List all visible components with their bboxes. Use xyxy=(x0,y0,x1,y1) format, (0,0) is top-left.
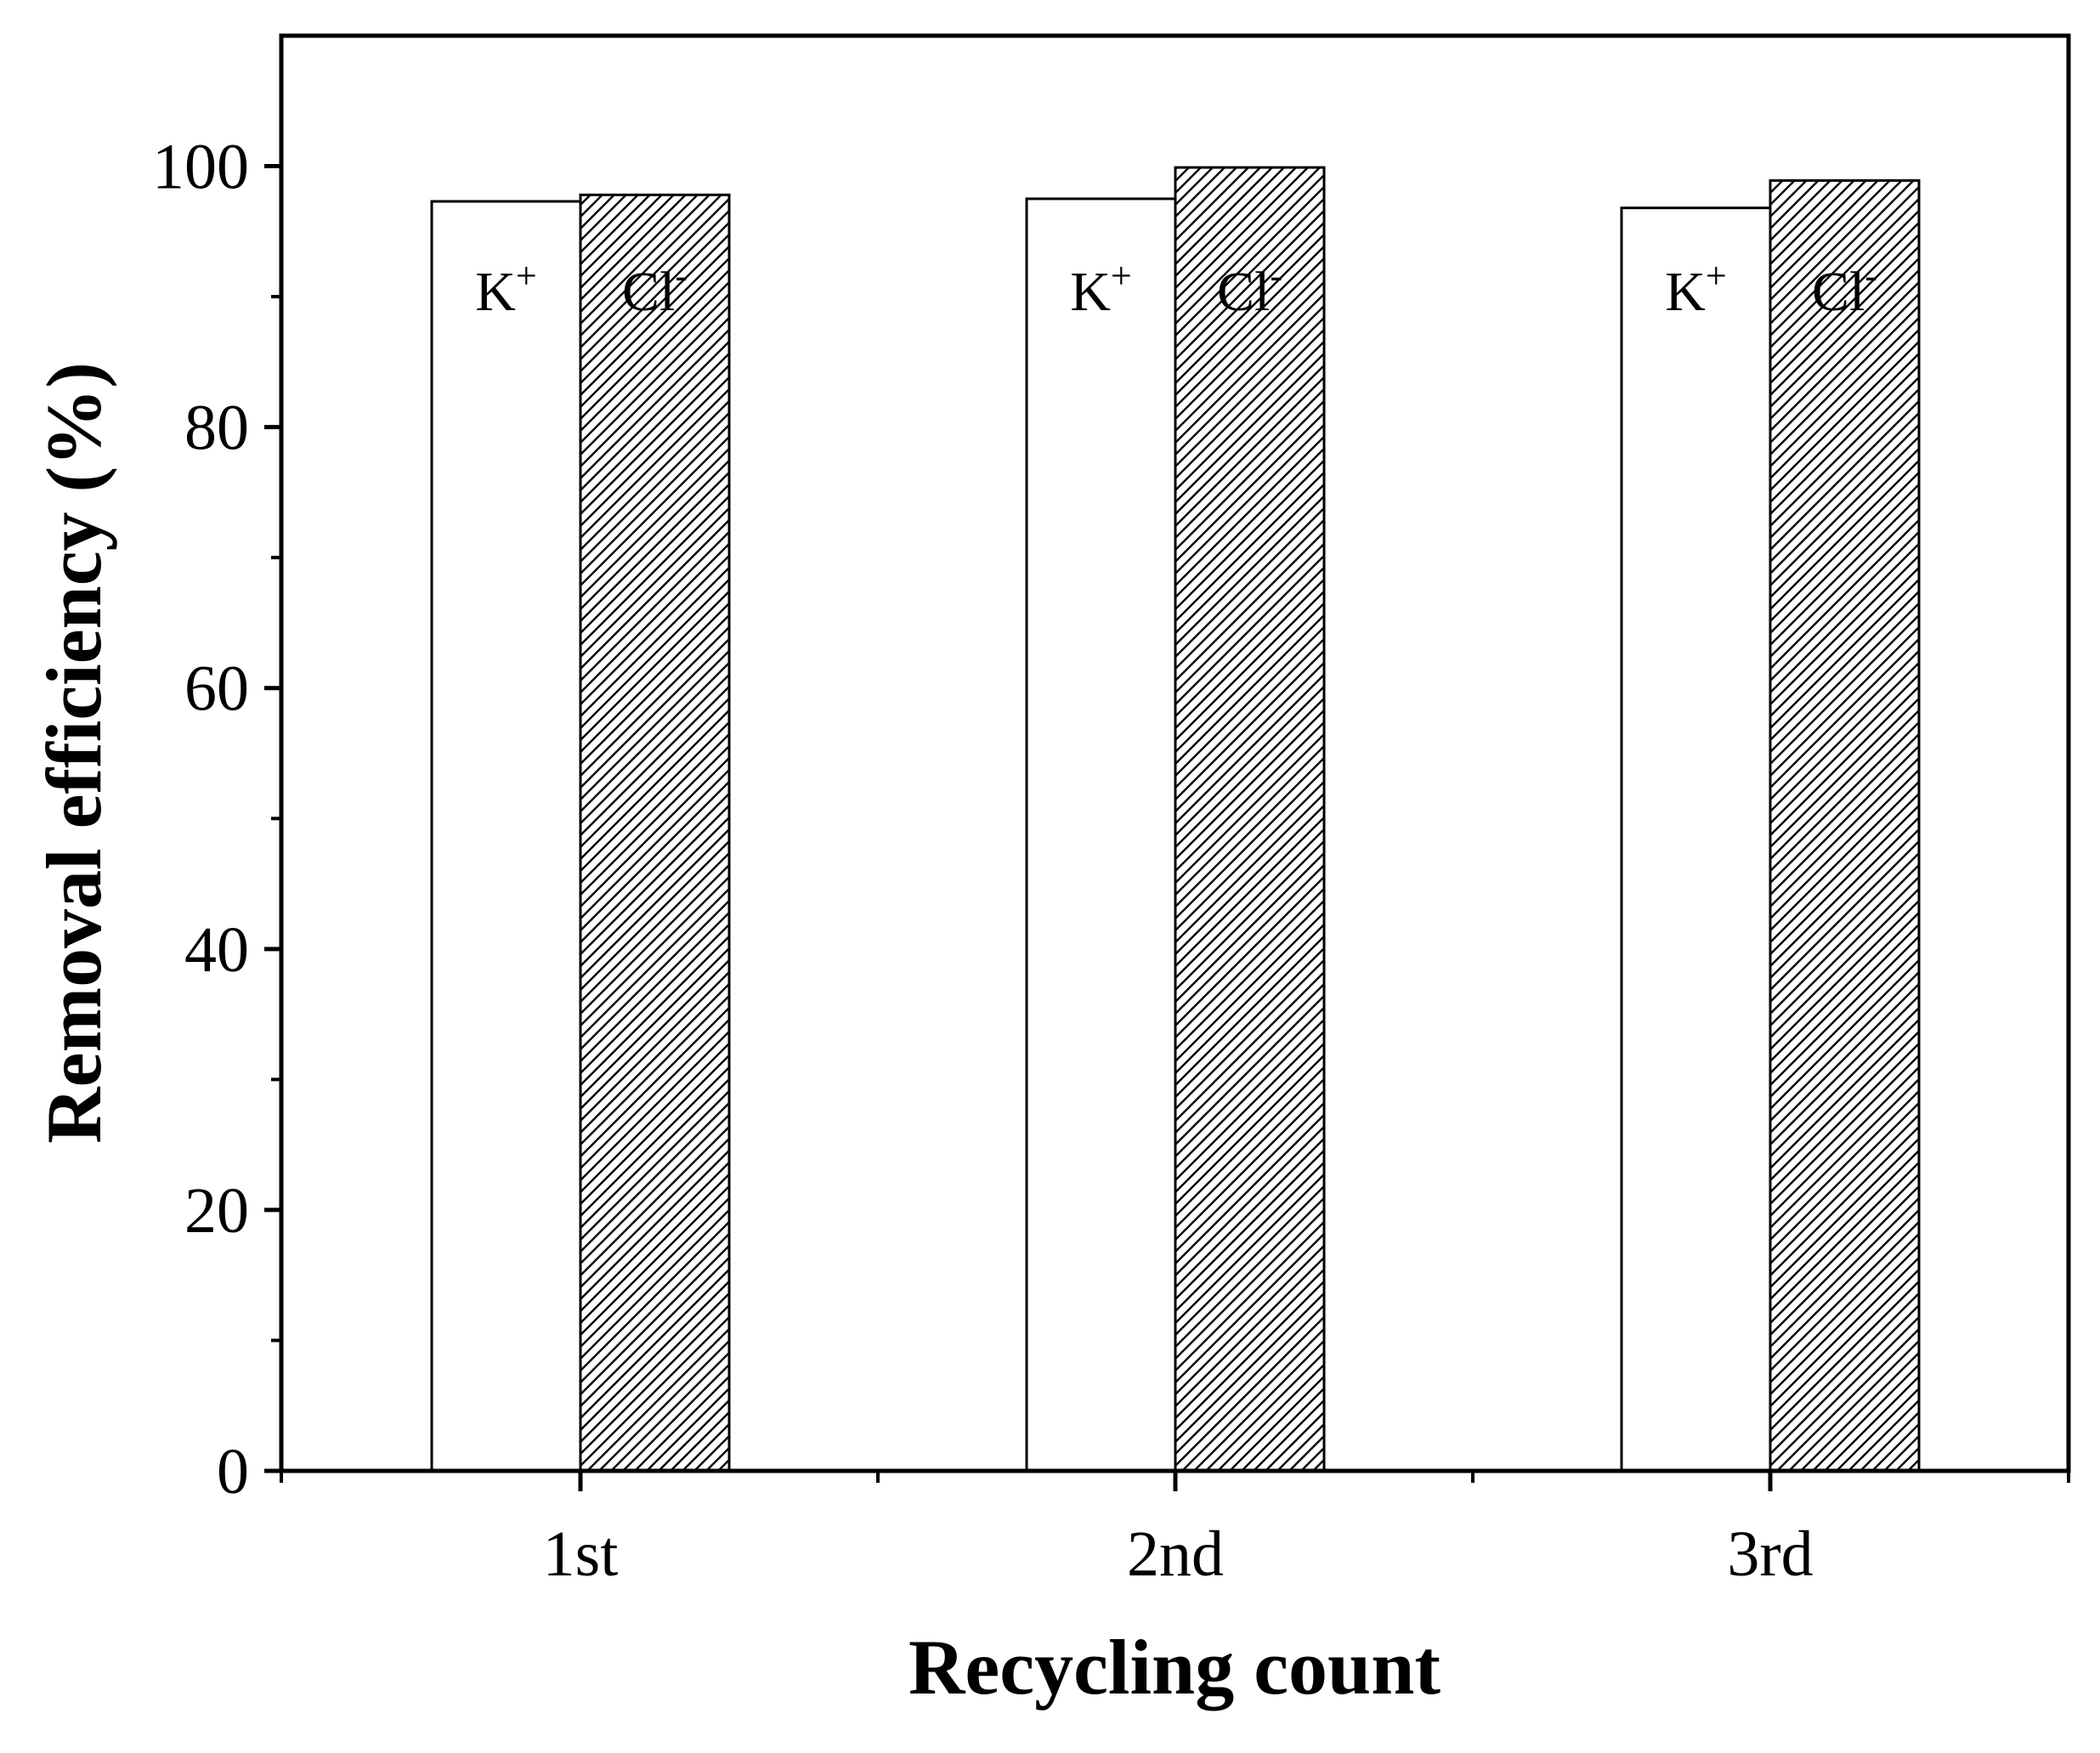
y-axis-ticks: 0 20 40 60 80 100 xyxy=(152,132,281,1507)
bar-label-k-3rd: K+ xyxy=(1665,255,1727,323)
x-axis-title: Recycling count xyxy=(908,1624,1441,1711)
bar-labels-group: K+ Cl- K+ Cl- K+ Cl- xyxy=(475,255,1877,323)
bar-k-3rd xyxy=(1620,206,1772,1473)
x-axis-ticks: 1st 2nd 3rd xyxy=(280,1471,2070,1590)
bar-label-cl-2nd: Cl- xyxy=(1217,255,1282,323)
y-tick-label: 60 xyxy=(184,653,249,725)
bar-k-2nd xyxy=(1025,197,1177,1473)
y-tick-label: 40 xyxy=(184,914,249,986)
x-tick-label: 2nd xyxy=(1127,1518,1224,1590)
bar-label-cl-3rd: Cl- xyxy=(1812,255,1877,323)
y-tick-label: 0 xyxy=(217,1436,249,1507)
bar-k-1st xyxy=(430,200,582,1473)
bar-label-k-1st: K+ xyxy=(475,255,537,323)
x-tick-label: 3rd xyxy=(1727,1518,1813,1590)
bar-label-cl-1st: Cl- xyxy=(622,255,688,323)
bar-cl-3rd xyxy=(1769,178,1921,1473)
bar-cl-2nd xyxy=(1174,166,1326,1473)
bar-cl-1st xyxy=(579,193,731,1473)
x-tick-label: 1st xyxy=(543,1518,619,1590)
y-tick-label: 80 xyxy=(184,393,249,464)
bar-label-k-2nd: K+ xyxy=(1070,255,1132,323)
y-tick-label: 100 xyxy=(152,132,249,203)
y-tick-label: 20 xyxy=(184,1175,249,1247)
y-axis-title: Removal efficiency (%) xyxy=(31,362,117,1144)
bars-group xyxy=(430,166,1921,1473)
